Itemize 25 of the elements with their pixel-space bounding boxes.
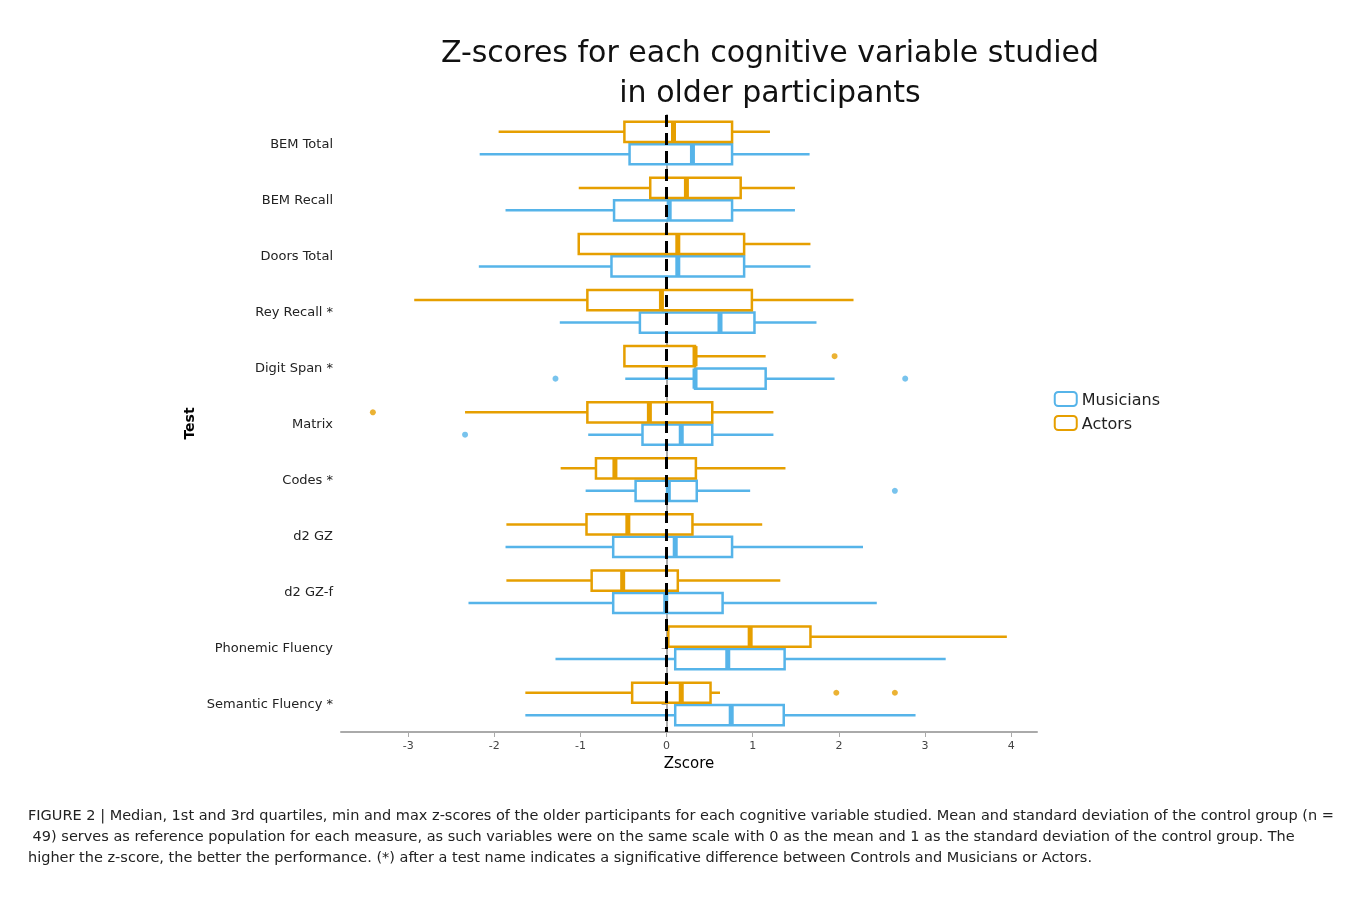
y-tick-label: Rey Recall * [255,303,334,319]
x-tick-label: -3 [402,739,414,752]
x-tick-label: -1 [574,739,586,752]
chart-title: Z-scores for each cognitive variable studied in older participants [440,33,1100,109]
legend-label: Actors [1081,413,1133,433]
y-tick-label: Semantic Fluency * [206,696,334,712]
y-tick-label: Doors Total [260,247,333,263]
y-tick-label: d2 GZ-f [284,584,334,600]
y-tick-label: d2 GZ [293,528,334,544]
x-tick-label: -2 [488,739,500,752]
x-tick-label: 4 [1007,739,1015,752]
y-tick-label: BEM Recall [261,191,333,207]
x-tick-label: 3 [921,739,929,752]
caption: FIGURE 2 | Median, 1st and 3rd quartiles, min and max z-scores of the older participants for each cognitive variable studied. Mean and standard deviation of the control group (n = 49) serves as reference population for each measure, as such variables were on the same scale with 0 as the mean and 1 as the standard deviation of the control group. The higher the z-score, the better the performance. (*) after a test name indicates a significative difference between Controls and Musicians or Actors. [28,806,1334,865]
y-tick-label: Matrix [292,416,334,431]
y-tick-label: BEM Total [270,135,333,151]
x-tick-label: 2 [835,739,843,752]
y-tick-label: Codes * [282,472,334,488]
x-tick-label: 0 [663,739,671,752]
y-axis-title: Test [180,407,197,440]
y-tick-label: Digit Span * [254,359,334,375]
legend-label: Musicians [1081,389,1160,409]
x-axis-title: Zscore [663,754,715,773]
x-tick-label: 1 [749,739,757,752]
y-tick-label: Phonemic Fluency [214,640,334,656]
